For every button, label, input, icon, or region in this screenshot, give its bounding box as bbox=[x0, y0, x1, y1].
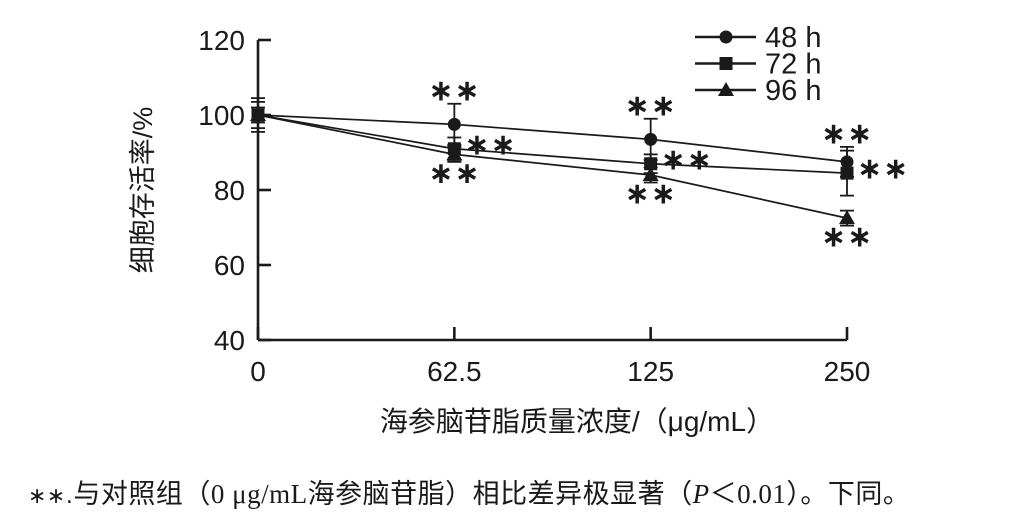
square-marker-icon bbox=[840, 166, 854, 180]
caption-text-after-p: ＜0.01）。下同。 bbox=[709, 479, 911, 509]
series-72-h: ∗∗ ∗∗ ∗∗ bbox=[251, 100, 909, 197]
legend-item-72-h: 72 h bbox=[695, 49, 821, 81]
triangle-marker-icon bbox=[250, 107, 266, 121]
legend-label: 48 h bbox=[765, 22, 821, 54]
y-axis-ticks: 120 100 80 60 40 bbox=[198, 25, 271, 356]
x-axis-title: 海参脑苷脂质量浓度/（μg/mL） bbox=[380, 406, 774, 437]
y-tick-label: 100 bbox=[198, 100, 245, 131]
significance-label: ∗∗ bbox=[821, 117, 873, 150]
figure-caption: ∗∗.与对照组（0 μg/mL海参脑苷脂）相比差异极显著（P＜0.01）。下同。 bbox=[28, 472, 1008, 511]
x-tick-label: 250 bbox=[824, 356, 871, 387]
x-axis-ticks: 0 62.5 125 250 bbox=[250, 327, 870, 387]
significance-label: ∗∗ bbox=[428, 74, 480, 107]
legend-item-48-h: 48 h bbox=[695, 22, 821, 54]
caption-text-before-p: 与对照组（0 μg/mL海参脑苷脂）相比差异极显著（ bbox=[73, 479, 693, 509]
significance-label: ∗∗ bbox=[661, 143, 713, 176]
circle-legend-marker-icon bbox=[719, 30, 733, 44]
square-legend-marker-icon bbox=[719, 57, 733, 70]
triangle-marker-icon bbox=[446, 146, 463, 161]
x-tick-label: 62.5 bbox=[427, 356, 482, 387]
circle-marker-icon bbox=[447, 117, 461, 131]
y-tick-label: 40 bbox=[214, 325, 245, 356]
significance-label: ∗∗ bbox=[857, 153, 909, 186]
series-line-72-h bbox=[257, 114, 848, 174]
axes bbox=[256, 40, 847, 342]
series-line-96-h bbox=[257, 114, 848, 219]
x-tick-label: 125 bbox=[627, 356, 674, 387]
y-tick-label: 120 bbox=[198, 25, 245, 56]
triangle-marker-icon bbox=[839, 210, 855, 225]
circle-marker-icon bbox=[644, 132, 658, 146]
y-tick-label: 60 bbox=[214, 250, 245, 281]
significance-label: ∗∗ bbox=[821, 221, 873, 254]
significance-label: ∗∗ bbox=[625, 178, 677, 211]
legend-item-96-h: 96 h bbox=[695, 75, 821, 107]
legend-label: 72 h bbox=[765, 49, 821, 81]
y-tick-label: 80 bbox=[214, 175, 245, 206]
triangle-legend-marker-icon bbox=[718, 82, 734, 96]
series-96-h: ∗∗∗∗∗∗ bbox=[250, 106, 873, 254]
y-axis-title: 细胞存活率/% bbox=[128, 107, 158, 274]
caption-sig-marker: ∗∗. bbox=[28, 484, 74, 509]
legend: 48 h72 h96 h bbox=[695, 22, 821, 107]
series-line-48-h bbox=[257, 114, 848, 163]
x-tick-label: 0 bbox=[250, 356, 266, 387]
significance-label: ∗∗ bbox=[625, 89, 677, 122]
significance-label: ∗∗ bbox=[428, 157, 480, 190]
legend-label: 96 h bbox=[765, 75, 821, 107]
cell-survival-line-chart: 120 100 80 60 400 62.5 125 250 细胞存活率/% 海参脑苷脂质量浓度/… bbox=[128, 22, 909, 437]
caption-p-symbol: P bbox=[692, 479, 710, 509]
triangle-marker-icon bbox=[642, 167, 659, 181]
